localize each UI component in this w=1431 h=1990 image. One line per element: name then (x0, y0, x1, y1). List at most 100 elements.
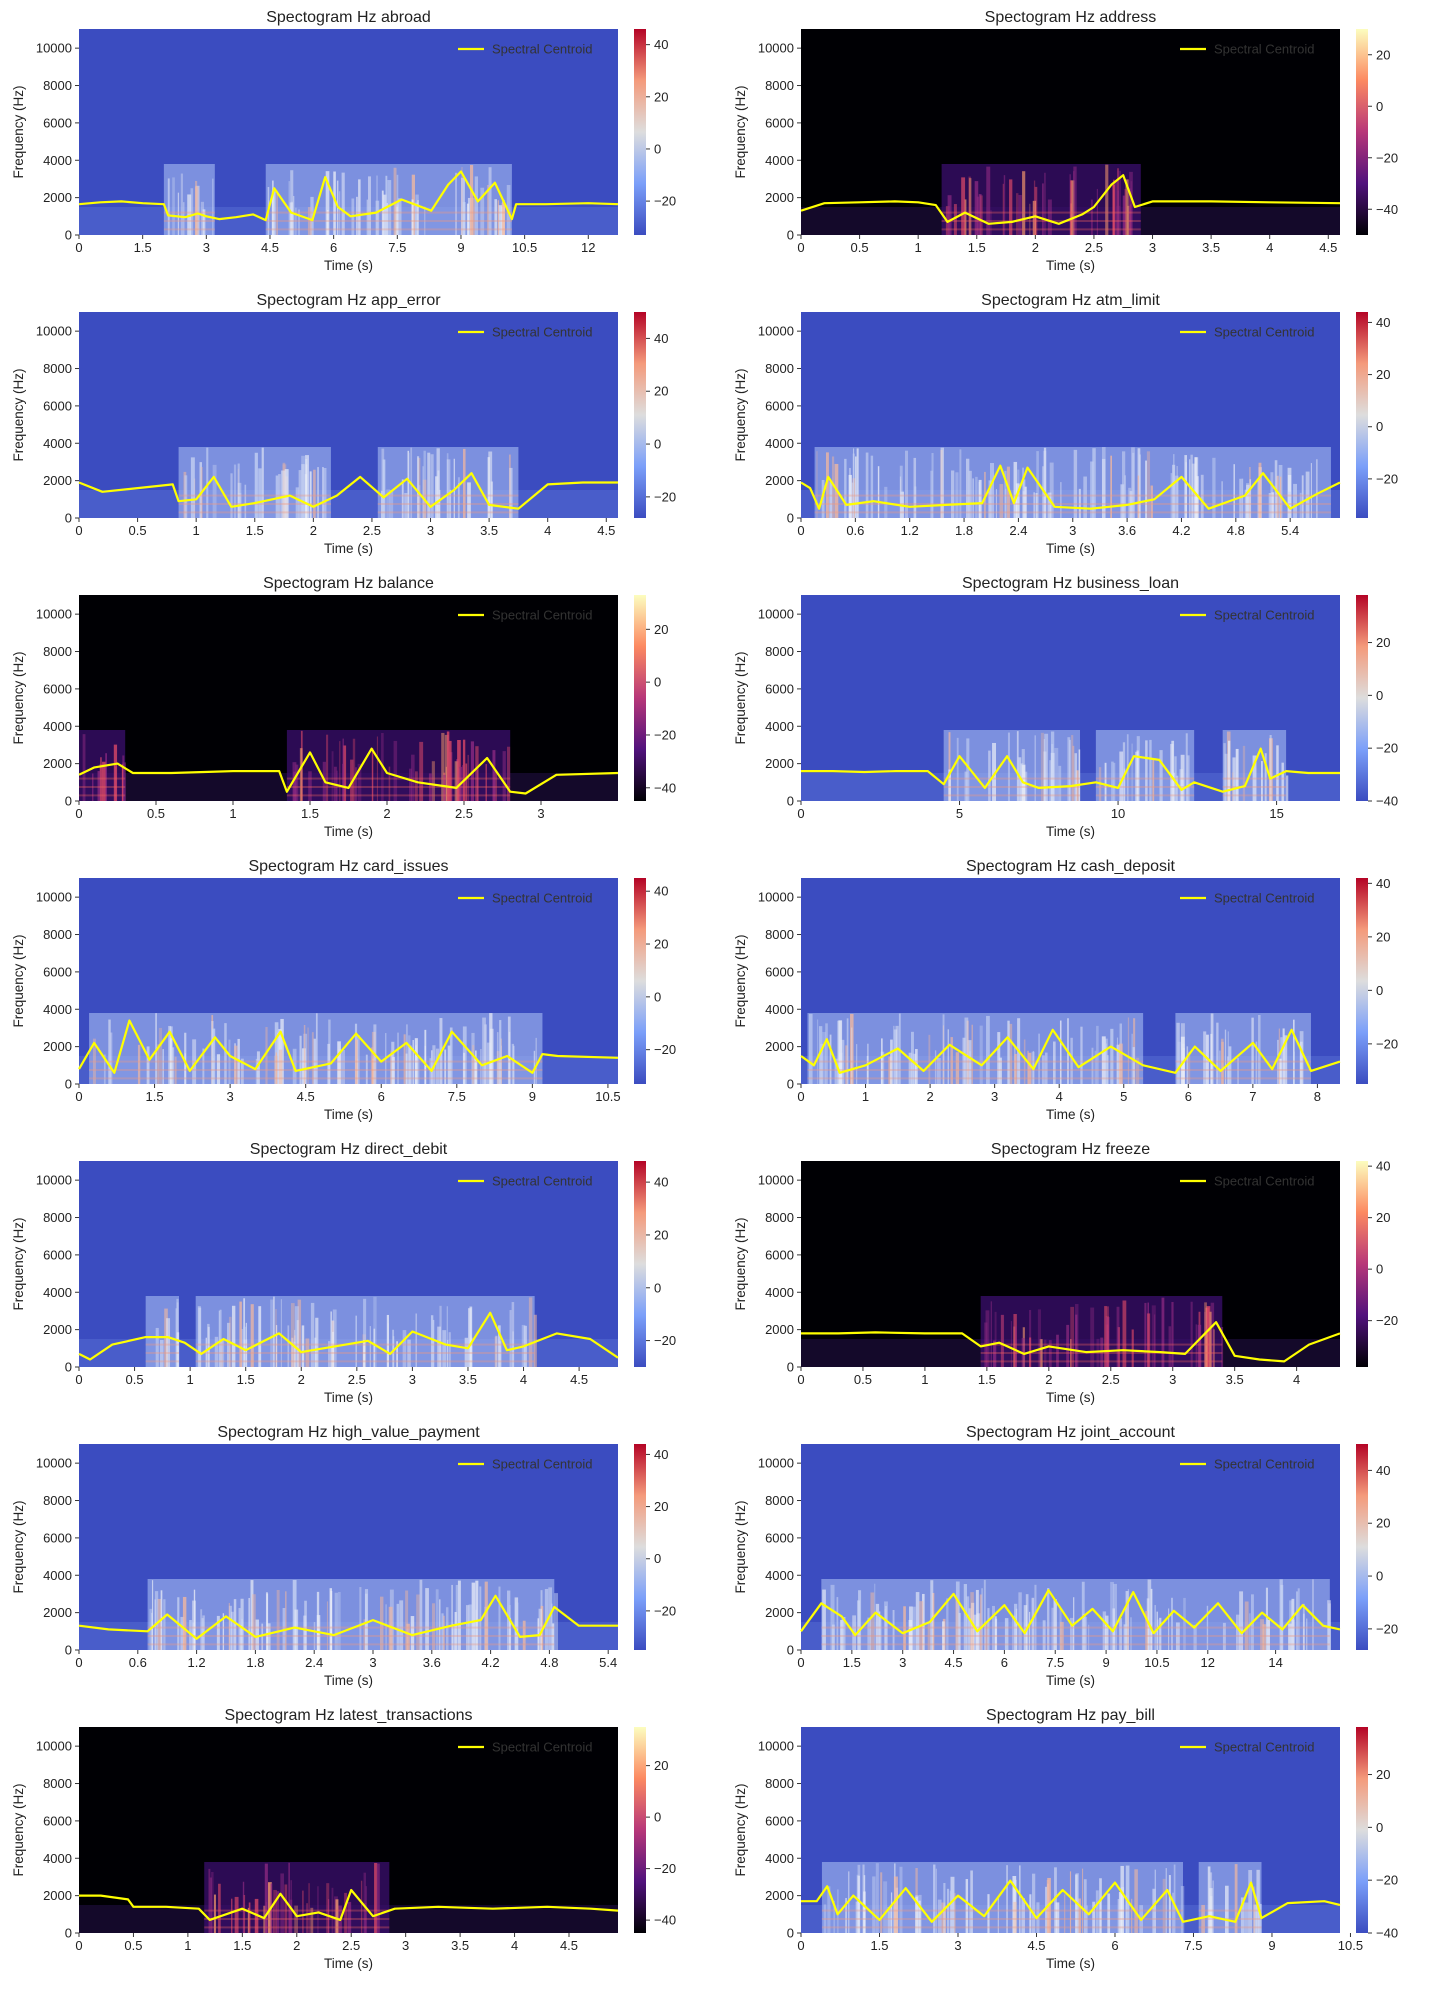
spectral-streak (1053, 1599, 1057, 1650)
spectral-streak (297, 1299, 302, 1367)
spectral-streak (844, 458, 847, 518)
spectral-streak (1228, 1046, 1232, 1084)
spectral-streak (488, 167, 492, 235)
x-tick-label: 5.4 (599, 1655, 617, 1670)
spectral-streak (376, 1863, 380, 1933)
spectral-streak (406, 1623, 410, 1650)
spectral-streak (1127, 1589, 1129, 1650)
spectral-streak (1015, 1608, 1018, 1650)
spectral-streak (1032, 200, 1037, 235)
spectral-streak (302, 1890, 304, 1933)
spectral-streak (917, 1900, 921, 1933)
spectral-streak (442, 1330, 447, 1367)
spectral-streak (355, 1039, 358, 1084)
harmonic-band (941, 228, 1141, 231)
spectral-streak (214, 1336, 219, 1367)
spectral-streak (264, 1863, 268, 1933)
x-tick-label: 1 (187, 1372, 194, 1387)
harmonic-band (1222, 777, 1287, 780)
spectral-streak (1044, 172, 1046, 235)
spectral-streak (1200, 474, 1204, 518)
spectral-streak (1168, 1875, 1171, 1933)
spectral-streak (981, 1588, 983, 1650)
harmonic-band (807, 1077, 1144, 1080)
spectral-streak (912, 1053, 916, 1084)
spectral-streak (1001, 1314, 1005, 1367)
y-tick-label: 2000 (765, 756, 794, 771)
y-tick-label: 10000 (758, 41, 794, 56)
x-tick-label: 2.5 (1085, 240, 1103, 255)
x-tick-label: 4 (1293, 1372, 1300, 1387)
colorbar (634, 29, 646, 235)
spectral-streak (538, 1608, 542, 1650)
spectral-streak (480, 187, 485, 235)
spectral-streak (187, 194, 192, 235)
spectral-streak (388, 766, 391, 801)
spectral-streak (284, 469, 289, 518)
spectral-streak (310, 196, 314, 235)
harmonic-band (147, 1643, 555, 1646)
x-tick-label: 4.2 (1172, 523, 1190, 538)
x-tick-label: 1.5 (968, 240, 986, 255)
spectral-streak (857, 1600, 860, 1650)
spectral-streak (334, 1592, 338, 1650)
spectral-streak (880, 1872, 883, 1933)
spectral-centroid-line (78, 472, 618, 510)
colorbar (634, 1161, 646, 1367)
spectral-streak (887, 1907, 892, 1933)
spectral-streak (358, 179, 361, 235)
spectral-streak (506, 1590, 511, 1650)
spectral-streak (310, 1302, 315, 1367)
spectral-streak (1111, 761, 1114, 801)
colorbar (1356, 29, 1368, 235)
spectral-streak (922, 1593, 925, 1650)
spectral-streak (986, 1015, 990, 1084)
spectrogram-panel: Spectral Centroid Spectogram Hz abroad 0 1.… (11, 9, 676, 273)
x-tick-label: 7.5 (448, 1089, 466, 1104)
spectrogram-panel: Spectral Centroid Spectogram Hz direct_de… (11, 1141, 676, 1405)
spectral-streak (363, 1298, 367, 1367)
spectral-streak (1052, 1041, 1056, 1084)
x-tick-label: 6 (1111, 1938, 1118, 1953)
spectral-streak (1172, 464, 1176, 518)
spectral-streak (1047, 492, 1052, 518)
x-axis-label: Time (s) (324, 1673, 373, 1688)
spectrogram-panel: Spectral Centroid Spectogram Hz freeze 0 0.… (733, 1141, 1398, 1405)
y-axis-label: Frequency (Hz) (733, 1217, 748, 1310)
x-tick-label: 4 (544, 523, 551, 538)
spectral-streak (200, 201, 205, 235)
spectral-streak (951, 470, 955, 518)
spectral-streak (1051, 1607, 1054, 1650)
spectral-streak (1135, 751, 1139, 801)
colorbar-tick-label: 40 (654, 1175, 668, 1190)
spectral-streak (988, 750, 991, 801)
spectral-streak (1286, 775, 1289, 801)
spectral-streak (1060, 482, 1062, 518)
spectral-streak (1150, 1588, 1153, 1650)
spectral-streak (108, 1019, 111, 1084)
chart-title: Spectogram Hz balance (263, 575, 434, 592)
spectral-centroid-line (78, 1594, 618, 1640)
spectral-streak (322, 467, 324, 518)
spectral-streak (252, 1594, 256, 1650)
spectral-streak (415, 1045, 417, 1084)
colorbar-tick-label: 40 (1376, 1463, 1390, 1478)
spectral-streak (233, 1599, 237, 1650)
spectral-streak (405, 1053, 408, 1084)
harmonic-band (204, 1917, 390, 1920)
y-tick-label: 8000 (765, 1210, 794, 1225)
spectral-streak (1060, 1621, 1064, 1650)
spectral-streak (392, 1329, 395, 1367)
spectral-streak (412, 1040, 415, 1084)
spectral-streak (303, 1025, 306, 1084)
speech-segment (807, 1012, 1144, 1084)
y-axis-label: Frequency (Hz) (11, 1500, 26, 1593)
y-tick-label: 4000 (765, 1851, 794, 1866)
spectral-streak (213, 1894, 216, 1933)
spectral-streak (514, 1597, 519, 1650)
spectral-streak (1197, 1324, 1202, 1367)
spectral-streak (443, 774, 446, 801)
spectral-streak (937, 1899, 942, 1933)
spectral-streak (368, 176, 371, 235)
spectral-streak (829, 1034, 832, 1084)
